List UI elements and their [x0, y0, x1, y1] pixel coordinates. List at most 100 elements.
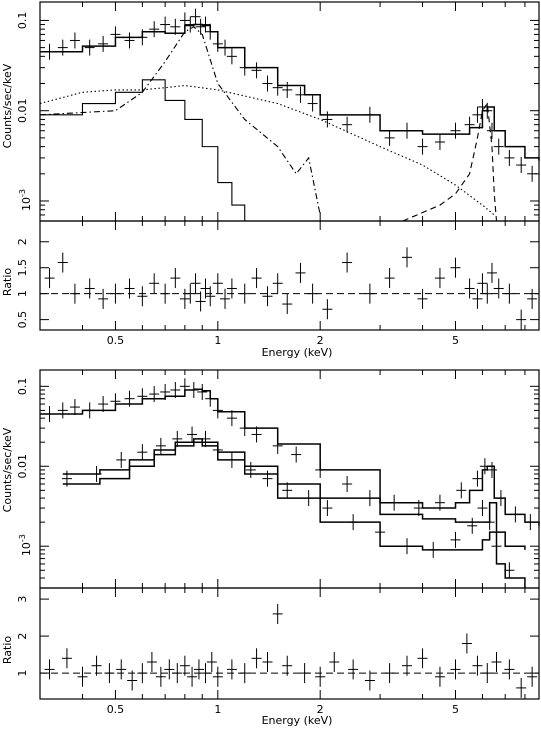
bottom-ratio-ratio-point	[61, 648, 72, 669]
top-main-data-point	[364, 106, 375, 123]
top-ratio-ratio-point	[220, 288, 231, 309]
top-ratio-ratio-point	[486, 262, 497, 283]
bottom-main-data-point	[315, 461, 326, 478]
top-main-data-point	[190, 8, 201, 25]
bottom-main-data-point	[57, 402, 68, 419]
top-ratio-ratio-point	[226, 278, 237, 299]
top-ratio-ratio-point	[417, 288, 428, 309]
top-main-data-point	[527, 165, 538, 182]
bottom-main-data-point	[116, 451, 127, 468]
bottom-ratio-ratio-point	[137, 663, 148, 684]
bottom-ratio-ratio-point	[315, 666, 326, 687]
top-ratio-ratio-point	[195, 291, 206, 312]
top-main-data-point	[401, 122, 412, 139]
top-main-data-point	[504, 149, 515, 166]
top-ratio-ratio-point	[450, 257, 461, 278]
top-main-data-point	[472, 106, 483, 123]
bottom-ratio-ratio-point	[77, 666, 88, 687]
top-ratio-ratio-point	[282, 294, 293, 315]
top-main-data-point	[239, 59, 250, 76]
top-main-data-point	[384, 129, 395, 146]
top-main-data-point	[486, 122, 497, 139]
bottom-ratio-ylabel: Ratio	[1, 636, 14, 665]
bottom-ratio-ratio-point	[472, 655, 483, 676]
top-ratio-ytick-label: 2	[16, 238, 29, 245]
bottom-main-ytick-label: 0.1	[16, 378, 29, 396]
bottom-ratio-ratio-point	[527, 666, 538, 687]
bottom-ratio-ratio-point	[116, 659, 127, 680]
bottom-main-data-point	[467, 517, 478, 534]
bottom-main-data-point	[44, 406, 55, 423]
bottom-main-data-point	[84, 402, 95, 419]
top-main-data-point	[417, 138, 428, 155]
top-ratio-ratio-point	[307, 283, 318, 304]
bottom-main-data-point	[137, 388, 148, 405]
bottom-ratio-ratio-point	[299, 663, 310, 684]
bottom-main-data-point	[434, 494, 445, 511]
bottom-main-data-point	[282, 482, 293, 499]
bottom-main-data-point	[149, 386, 160, 403]
bottom-main-data-point	[491, 538, 502, 555]
bottom-ratio-ratio-point	[282, 655, 293, 676]
bottom-main-data-point	[272, 437, 283, 454]
bottom-main-data-point	[69, 399, 80, 416]
top-ratio-ytick-label: 0.5	[16, 311, 29, 329]
bottom-ratio-ratio-point	[251, 648, 262, 669]
top-ratio-ratio-point	[170, 268, 181, 289]
bottom-main-data-point	[251, 426, 262, 443]
bottom-main-data-point	[510, 506, 521, 523]
top-main-data-point	[84, 39, 95, 56]
top-main-data-point	[322, 111, 333, 128]
bottom-main-data-point	[245, 461, 256, 478]
bottom-main-data-point	[61, 470, 72, 487]
bottom-main-data-point	[239, 420, 250, 437]
bottom-ratio-ytick-label: 2	[16, 633, 29, 640]
top-main-data-point	[226, 48, 237, 65]
bottom-main-data-point	[291, 446, 302, 463]
top-xtick-label: 5	[452, 334, 459, 347]
top-ratio-ratio-point	[527, 288, 538, 309]
top-ratio-ratio-point	[295, 262, 306, 283]
top-ratio-ratio-point	[472, 288, 483, 309]
top-main-data-point	[434, 134, 445, 151]
bottom-main-data-point	[450, 531, 461, 548]
top-xlabel: Energy (keV)	[262, 346, 333, 359]
bottom-ratio-ratio-point	[127, 670, 138, 691]
top-main-data-point	[251, 62, 262, 79]
bottom-main-data-point	[401, 538, 412, 555]
bottom-main-data-point	[170, 381, 181, 398]
top-ratio-ratio-point	[262, 286, 273, 307]
top-ratio-ratio-point	[401, 247, 412, 268]
bottom-xtick-label: 1	[214, 703, 221, 716]
bottom-ratio-frame	[39, 587, 540, 700]
top-ratio-ratio-point	[364, 283, 375, 304]
bottom-main-model-3	[62, 441, 526, 588]
top-main-ytick-label: 0.01	[16, 98, 29, 123]
bottom-ratio-ytick-label: 1	[16, 670, 29, 677]
bottom-ratio-ratio-point	[226, 659, 237, 680]
bottom-main-data-point	[226, 451, 237, 468]
bottom-ratio-ratio-point	[200, 663, 211, 684]
bottom-main-data-point	[197, 383, 208, 400]
bottom-ratio-ratio-point	[491, 652, 502, 672]
top-main-powerlaw-component	[39, 84, 495, 216]
top-main-data-point	[200, 16, 211, 33]
bottom-main-data-point	[226, 410, 237, 427]
top-main-ytick-label: 10-3	[18, 189, 33, 211]
top-ratio-ratio-point	[322, 299, 333, 320]
bottom-main-data-point	[172, 430, 183, 447]
bottom-ratio-ratio-point	[262, 652, 273, 672]
bottom-ratio-ratio-point	[401, 655, 412, 676]
bottom-xtick-label: 5	[452, 703, 459, 716]
top-main-data-point	[149, 21, 160, 38]
top-main-data-point	[272, 79, 283, 96]
bottom-ratio-ratio-point	[482, 663, 493, 684]
bottom-ratio-ratio-point	[504, 659, 515, 680]
bottom-main-data-point	[200, 430, 211, 447]
bottom-main-data-point	[342, 475, 353, 492]
bottom-ratio-ratio-point	[104, 663, 115, 684]
top-ratio-ratio-point	[477, 273, 488, 294]
top-main-data-point	[220, 39, 231, 56]
data-points	[44, 8, 538, 698]
bottom-main-data-point	[413, 500, 424, 517]
